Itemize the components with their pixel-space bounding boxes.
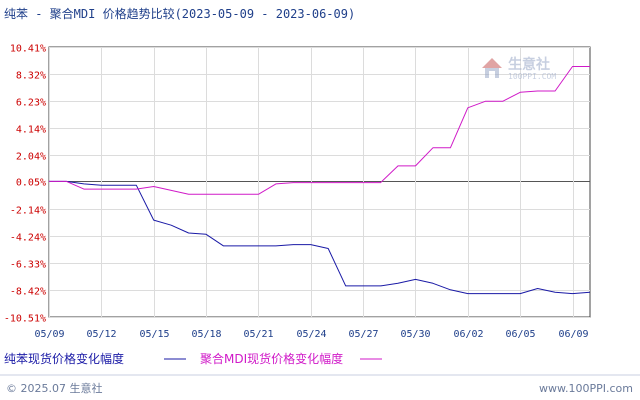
x-tick-label: 05/12 <box>86 329 116 340</box>
y-tick-label: 6.23% <box>16 98 46 109</box>
y-tick-label: -10.51% <box>4 314 46 325</box>
y-tick-label: 8.32% <box>16 71 46 82</box>
house-logo-icon <box>482 58 502 78</box>
watermark-url: 100PPI.COM <box>508 72 556 81</box>
x-tick-label: 05/15 <box>139 329 169 340</box>
legend-label-series-2: 聚合MDI现货价格变化幅度 <box>200 351 343 366</box>
x-tick-label: 05/18 <box>191 329 221 340</box>
series-line-2 <box>49 66 590 195</box>
footer-url: www.100PPI.com <box>539 382 633 395</box>
chart-title: 纯苯 - 聚合MDI 价格趋势比较(2023-05-09 - 2023-06-0… <box>4 6 355 21</box>
y-tick-label: 10.41% <box>10 44 46 55</box>
y-tick-label: 0.05% <box>16 178 46 189</box>
series-line-1 <box>49 180 591 295</box>
x-tick-label: 06/05 <box>505 329 535 340</box>
watermark-logo: 生意社 100PPI.COM <box>482 56 556 81</box>
x-tick-label: 06/02 <box>453 329 483 340</box>
x-tick-label: 06/09 <box>558 329 588 340</box>
x-tick-label: 05/30 <box>400 329 430 340</box>
y-tick-label: -8.42% <box>10 287 46 298</box>
x-tick-label: 05/21 <box>243 329 273 340</box>
y-tick-label: 2.04% <box>16 152 46 163</box>
y-tick-label: -2.14% <box>10 206 46 217</box>
series-lines <box>49 66 591 295</box>
footer-copyright: © 2025.07 生意社 <box>6 381 102 395</box>
x-tick-label: 05/27 <box>348 329 378 340</box>
y-tick-label: 4.14% <box>16 125 46 136</box>
y-tick-label: -4.24% <box>10 233 46 244</box>
y-axis-ticks: 10.41% 8.32% 6.23% 4.14% 2.04% 0.05% -2.14% -4.… <box>4 44 46 325</box>
x-axis-ticks: 05/09 05/12 05/15 05/18 05/21 05/24 05/27 05/30… <box>34 329 588 340</box>
legend: 纯苯现货价格变化幅度 聚合MDI现货价格变化幅度 <box>4 351 382 366</box>
legend-label-series-1: 纯苯现货价格变化幅度 <box>4 351 124 366</box>
x-tick-label: 05/09 <box>34 329 64 340</box>
grid-lines <box>49 47 590 318</box>
y-tick-label: -6.33% <box>10 260 46 271</box>
watermark-text: 生意社 <box>508 56 550 73</box>
x-tick-label: 05/24 <box>296 329 326 340</box>
